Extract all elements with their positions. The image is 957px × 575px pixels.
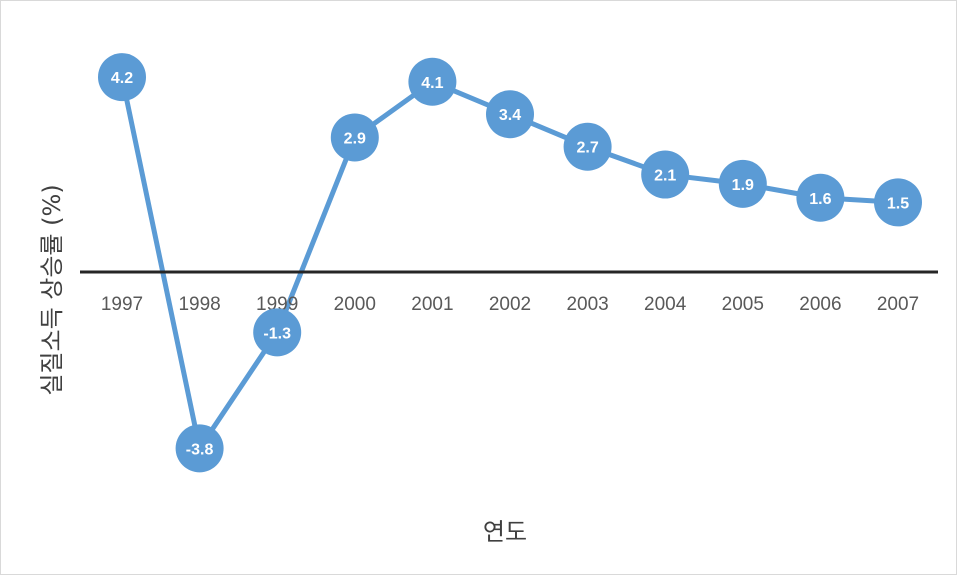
- data-label: 4.2: [111, 70, 133, 87]
- data-label: 1.9: [732, 177, 754, 194]
- data-label: 2.7: [576, 140, 598, 157]
- x-tick-label: 2000: [334, 294, 376, 315]
- x-tick-label: 1998: [178, 294, 220, 315]
- y-axis-title: 실질소득 상승률 (%): [38, 184, 66, 395]
- data-label: 1.6: [809, 191, 831, 208]
- data-label: 3.4: [499, 107, 521, 124]
- x-tick-label: 2001: [411, 294, 453, 315]
- x-tick-label: 2005: [722, 294, 764, 315]
- x-tick-labels: 1997 1998 1999 2000 2001 2002 2003 2004 2005 2006…: [101, 294, 919, 315]
- x-tick-label: 2003: [566, 294, 608, 315]
- data-label: 4.1: [421, 75, 443, 92]
- x-tick-label: 1997: [101, 294, 143, 315]
- data-label: -3.8: [186, 441, 214, 458]
- data-label: 2.1: [654, 168, 676, 185]
- data-label: 1.5: [887, 195, 909, 212]
- x-axis-title: 연도: [483, 518, 527, 546]
- x-tick-label: 2006: [799, 294, 841, 315]
- x-tick-label: 2002: [489, 294, 531, 315]
- x-tick-label: 2004: [644, 294, 687, 315]
- x-tick-label: 2007: [877, 294, 919, 315]
- markers: 4.2 -3.8 -1.3 2.9 4.1 3.4 2.7 2.1 1.9 1.6 1.5: [98, 53, 922, 472]
- data-label: -1.3: [263, 325, 291, 342]
- data-label: 2.9: [344, 130, 366, 147]
